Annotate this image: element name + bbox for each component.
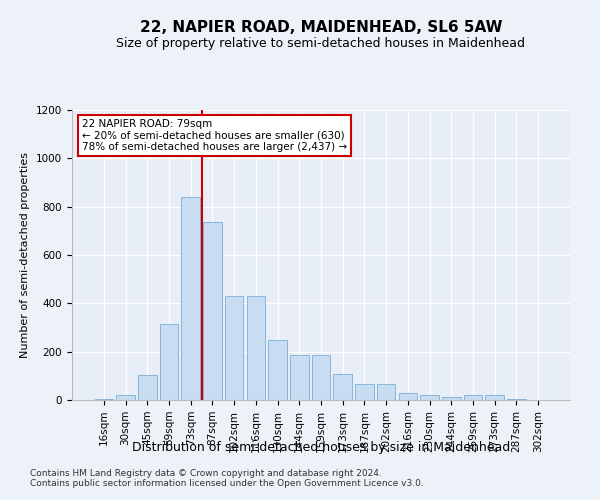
Bar [398,393,417,400]
Bar [507,399,526,400]
Bar [442,397,461,400]
Bar [464,395,482,400]
Bar [225,296,244,400]
Bar [138,374,157,400]
Bar [95,399,113,400]
Bar [355,384,374,400]
Text: Distribution of semi-detached houses by size in Maidenhead: Distribution of semi-detached houses by … [132,441,510,454]
Bar [421,395,439,400]
Bar [116,395,135,400]
Bar [377,384,395,400]
Bar [334,374,352,400]
Y-axis label: Number of semi-detached properties: Number of semi-detached properties [20,152,31,358]
Bar [181,197,200,400]
Bar [290,356,308,400]
Text: 22, NAPIER ROAD, MAIDENHEAD, SL6 5AW: 22, NAPIER ROAD, MAIDENHEAD, SL6 5AW [140,20,502,35]
Text: 22 NAPIER ROAD: 79sqm
← 20% of semi-detached houses are smaller (630)
78% of sem: 22 NAPIER ROAD: 79sqm ← 20% of semi-deta… [82,118,347,152]
Text: Size of property relative to semi-detached houses in Maidenhead: Size of property relative to semi-detach… [116,38,526,51]
Text: Contains public sector information licensed under the Open Government Licence v3: Contains public sector information licen… [30,479,424,488]
Bar [485,395,504,400]
Bar [160,324,178,400]
Bar [247,296,265,400]
Bar [312,356,330,400]
Bar [203,222,221,400]
Text: Contains HM Land Registry data © Crown copyright and database right 2024.: Contains HM Land Registry data © Crown c… [30,469,382,478]
Bar [268,340,287,400]
